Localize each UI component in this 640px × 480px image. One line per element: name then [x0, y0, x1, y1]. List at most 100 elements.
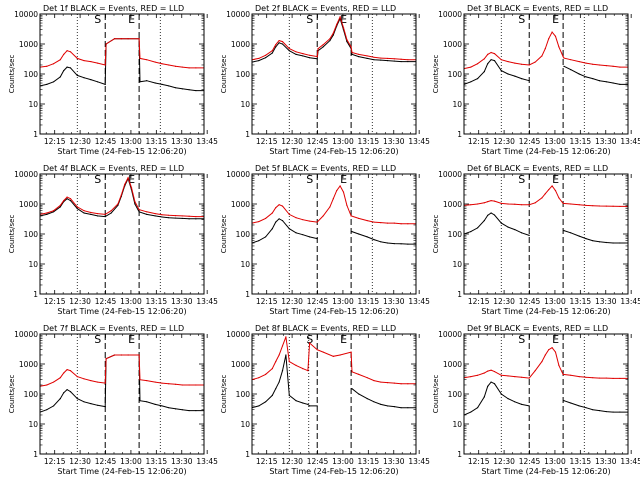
data-point-lld	[470, 376, 472, 378]
data-point-events	[104, 406, 106, 408]
x-tick-label: 12:45	[307, 137, 329, 146]
series-events	[464, 381, 628, 416]
data-point-lld	[507, 375, 509, 377]
data-point-lld	[76, 206, 78, 208]
data-point-lld	[605, 377, 607, 379]
x-tick-label: 13:45	[620, 137, 640, 146]
x-axis-label: Start Time (24-Feb-15 12:06:20)	[57, 467, 186, 476]
data-point-lld	[46, 65, 48, 67]
y-tick-label: 1	[245, 130, 250, 139]
data-point-events	[271, 52, 273, 54]
data-point-lld	[316, 349, 318, 351]
y-tick-label: 1	[457, 290, 462, 299]
data-point-events	[514, 401, 516, 403]
panel-title: Det 6f BLACK = Events, RED = LLD	[467, 164, 608, 173]
data-point-lld	[275, 361, 277, 363]
data-point-events	[358, 56, 360, 58]
data-point-lld	[288, 213, 290, 216]
data-point-lld	[548, 349, 550, 351]
panel-det-6f: Det 6f BLACK = Events, RED = LLD 1 10 100 10…	[432, 164, 640, 316]
marker-label-e: E	[340, 333, 347, 346]
data-point-lld	[483, 202, 485, 204]
y-axis-label: Counts/sec	[8, 55, 16, 94]
data-point-lld	[521, 376, 523, 378]
x-tick-label: 12:45	[519, 457, 541, 466]
data-point-events	[181, 88, 183, 90]
data-point-lld	[551, 31, 553, 33]
data-point-events	[598, 409, 601, 412]
data-point-lld	[195, 384, 197, 386]
data-point-lld	[69, 198, 72, 200]
x-tick-label: 12:30	[493, 137, 515, 146]
data-point-lld	[332, 198, 334, 200]
data-point-lld	[316, 56, 318, 58]
data-point-lld	[554, 351, 557, 353]
x-tick-label: 12:30	[69, 137, 91, 146]
data-point-lld	[127, 354, 129, 356]
data-point-events	[161, 216, 163, 218]
x-tick-label: 13:15	[146, 137, 168, 146]
series-lld	[464, 185, 628, 207]
data-point-lld	[309, 342, 311, 344]
data-point-events	[174, 217, 177, 219]
data-point-lld	[350, 215, 352, 217]
data-point-lld	[316, 221, 318, 223]
y-tick-label: 10000	[226, 330, 250, 339]
data-point-lld	[264, 217, 267, 220]
data-point-lld	[380, 221, 382, 224]
data-point-lld	[90, 211, 92, 214]
data-point-lld	[285, 336, 287, 338]
data-point-events	[83, 212, 85, 214]
data-point-events	[302, 234, 304, 236]
x-tick-label: 12:45	[519, 137, 541, 146]
panel-title: Det 5f BLACK = Events, RED = LLD	[255, 164, 396, 173]
x-tick-label: 12:45	[95, 297, 117, 306]
y-tick-label: 10	[240, 260, 250, 269]
data-point-events	[386, 242, 389, 244]
data-point-lld	[281, 345, 284, 347]
data-point-lld	[585, 62, 587, 64]
data-point-events	[329, 39, 331, 42]
data-point-events	[490, 59, 492, 61]
x-tick-label: 13:30	[383, 137, 405, 146]
data-point-events	[563, 400, 565, 402]
plot-frame	[39, 13, 205, 135]
y-tick-label: 10000	[438, 330, 462, 339]
marker-label-s: S	[518, 333, 525, 346]
data-point-events	[487, 385, 489, 387]
data-point-lld	[134, 201, 136, 203]
data-point-events	[470, 411, 472, 413]
data-point-events	[52, 211, 55, 213]
x-tick-label: 12:15	[44, 137, 66, 146]
data-point-lld	[63, 372, 65, 374]
data-point-events	[281, 43, 284, 45]
data-point-lld	[393, 222, 395, 224]
x-tick-label: 13:30	[171, 297, 193, 306]
data-point-events	[59, 398, 61, 400]
data-point-events	[400, 407, 402, 409]
data-point-events	[380, 59, 382, 61]
data-point-lld	[554, 35, 557, 37]
y-tick-label: 10000	[14, 330, 38, 339]
data-point-lld	[544, 354, 546, 356]
y-tick-label: 1	[33, 450, 38, 459]
data-point-events	[69, 67, 72, 69]
data-point-events	[181, 217, 183, 220]
y-tick-label: 10	[28, 100, 38, 109]
data-point-lld	[188, 215, 190, 217]
data-point-events	[97, 215, 99, 217]
x-tick-label: 13:45	[408, 457, 430, 466]
data-point-events	[264, 57, 267, 59]
series-events	[464, 59, 628, 85]
data-point-lld	[619, 66, 621, 68]
x-tick-label: 13:15	[146, 297, 168, 306]
data-point-lld	[358, 217, 360, 220]
x-tick-label: 12:30	[281, 297, 303, 306]
data-point-lld	[563, 57, 565, 59]
y-tick-label: 10	[452, 260, 462, 269]
y-tick-label: 100	[448, 70, 463, 79]
data-point-events	[493, 383, 496, 385]
marker-label-s: S	[518, 173, 525, 186]
x-tick-label: 13:45	[408, 137, 430, 146]
marker-label-e: E	[552, 333, 559, 346]
